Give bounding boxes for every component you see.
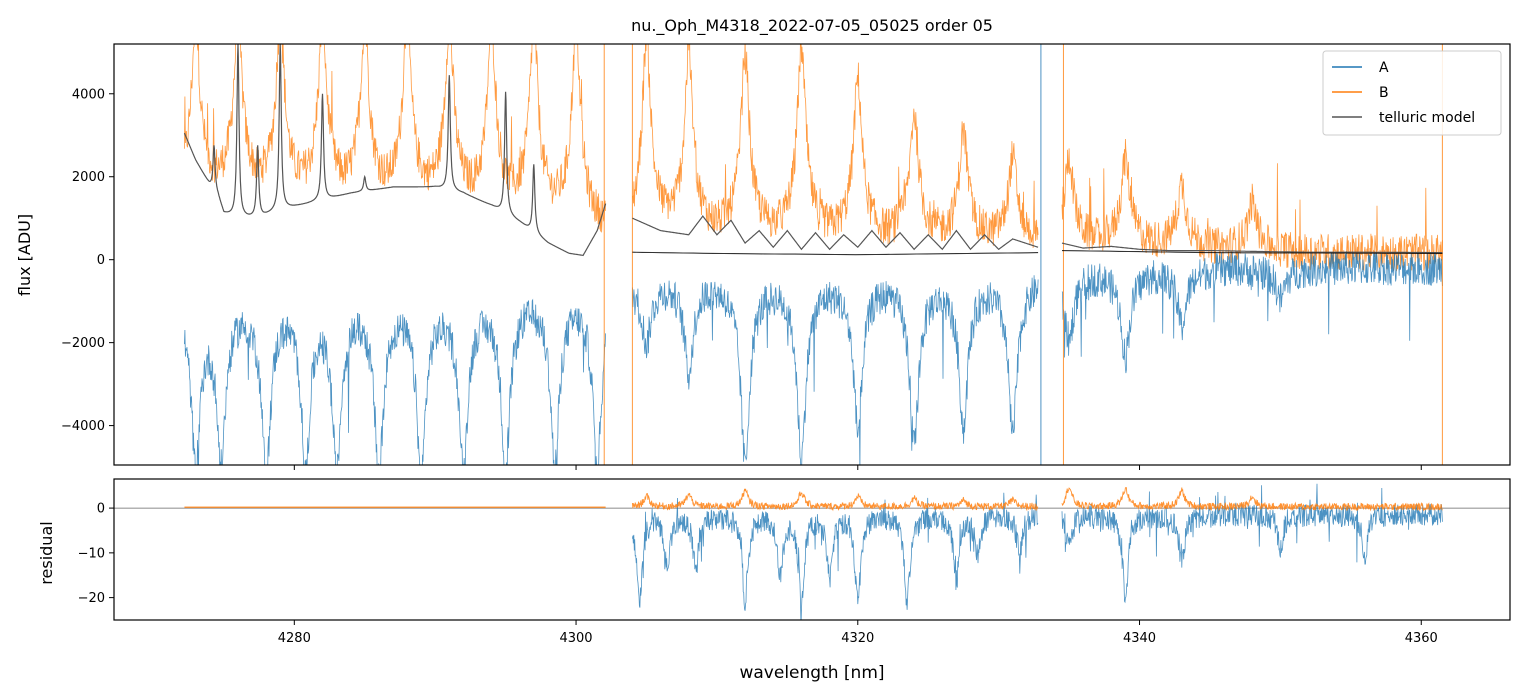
y-tick-label: −10 (78, 546, 105, 561)
residual-panel-frame (113, 478, 1511, 621)
residual-series-group (114, 483, 1510, 620)
y-tick-label: 0 (97, 253, 105, 268)
flux-x-axis (293, 465, 1422, 470)
flux-panel: −4000 −2000 0 2000 4000 flux [ADU] A B tellu… (15, 43, 1511, 470)
residual-x-axis: 4280 4300 4320 4340 4360 (278, 620, 1438, 646)
legend-label-telluric: telluric model (1379, 110, 1475, 126)
residual-y-axis: −20 −10 0 (78, 502, 114, 606)
x-tick-label: 4300 (559, 631, 592, 646)
residual-y-label: residual (37, 521, 56, 584)
y-tick-label: −2000 (61, 336, 105, 351)
flux-series-b (184, 44, 1443, 272)
y-tick-label: −20 (78, 591, 105, 606)
continuum-fit-line (632, 250, 1443, 256)
flux-y-label: flux [ADU] (15, 214, 34, 296)
flux-panel-frame (113, 43, 1511, 466)
legend-label-a: A (1379, 60, 1389, 76)
y-tick-label: 2000 (72, 170, 105, 185)
x-tick-label: 4320 (841, 631, 874, 646)
y-tick-label: −4000 (61, 419, 105, 434)
legend: A B telluric model (1322, 50, 1502, 136)
chart-title: nu._Oph_M4318_2022-07-05_05025 order 05 (631, 16, 993, 36)
x-tick-label: 4360 (1405, 631, 1438, 646)
legend-label-b: B (1379, 85, 1389, 101)
y-tick-label: 0 (97, 502, 105, 517)
flux-series-group (183, 44, 1443, 465)
flux-y-axis: −4000 −2000 0 2000 4000 (61, 87, 114, 434)
residual-series-b (631, 487, 1443, 512)
x-tick-label: 4340 (1123, 631, 1156, 646)
x-axis-label: wavelength [nm] (739, 663, 884, 683)
residual-series-a (632, 483, 1443, 620)
telluric-model-line (183, 44, 1443, 257)
legend-box (1322, 50, 1502, 136)
residual-panel: −20 −10 0 4280 4300 4320 4340 4360 residual wa… (37, 478, 1511, 683)
x-tick-label: 4280 (278, 631, 311, 646)
y-tick-label: 4000 (72, 87, 105, 102)
flux-series-a (184, 251, 1443, 465)
